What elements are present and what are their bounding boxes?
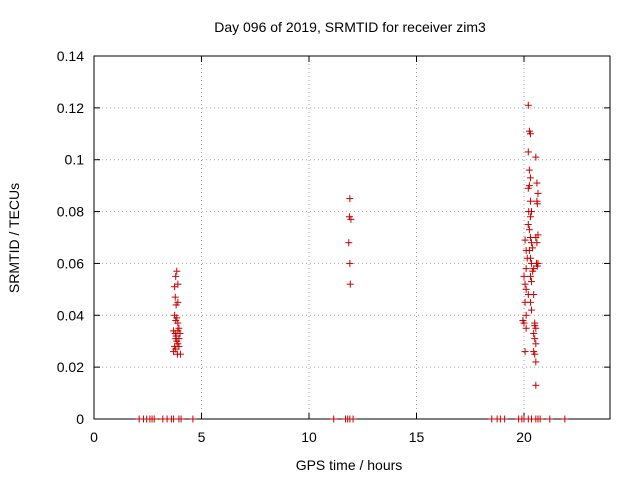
data-point <box>533 179 541 187</box>
data-point <box>345 239 353 247</box>
data-point <box>534 189 542 197</box>
data-point <box>346 280 354 288</box>
data-point <box>531 335 539 343</box>
data-point <box>523 254 531 262</box>
data-point <box>526 272 534 280</box>
data-point <box>175 335 183 343</box>
data-point <box>524 101 532 109</box>
x-tick-label: 5 <box>198 429 206 445</box>
data-point <box>525 182 533 190</box>
data-point <box>170 348 178 356</box>
data-point <box>522 285 530 293</box>
data-point <box>522 311 530 319</box>
data-point <box>524 221 532 229</box>
data-point <box>349 415 357 423</box>
data-point <box>346 195 354 203</box>
data-point <box>532 381 540 389</box>
y-tick-label: 0.08 <box>57 204 84 220</box>
data-point <box>533 200 541 208</box>
data-point <box>171 293 179 301</box>
x-tick-label: 10 <box>301 429 317 445</box>
chart-title: Day 096 of 2019, SRMTID for receiver zim… <box>214 19 486 35</box>
grid-lines <box>94 56 610 419</box>
data-point <box>530 329 538 337</box>
data-point <box>189 415 197 423</box>
data-point <box>546 415 554 423</box>
data-point <box>330 415 338 423</box>
data-point <box>534 259 542 267</box>
x-tick-label: 20 <box>516 429 532 445</box>
data-point <box>521 280 529 288</box>
y-tick-label: 0.06 <box>57 255 84 271</box>
data-point <box>531 322 539 330</box>
data-point <box>536 415 544 423</box>
data-point <box>174 319 182 327</box>
data-point <box>531 350 539 358</box>
data-point <box>174 298 182 306</box>
y-tick-label: 0.12 <box>57 100 84 116</box>
data-point <box>529 244 537 252</box>
y-tick-label: 0.1 <box>65 152 85 168</box>
data-point <box>526 130 534 138</box>
data-point <box>176 329 184 337</box>
data-point <box>522 246 530 254</box>
data-point <box>521 348 529 356</box>
data-point <box>524 148 532 156</box>
data-point <box>346 259 354 267</box>
data-point <box>532 358 540 366</box>
y-axis-label: SRMTID / TECUs <box>6 183 22 293</box>
data-point <box>522 265 530 273</box>
y-tick-label: 0 <box>76 411 84 427</box>
data-point <box>534 231 542 239</box>
data-point <box>172 272 180 280</box>
data-point <box>520 319 528 327</box>
data-point <box>526 174 534 182</box>
y-tick-label: 0.04 <box>57 307 84 323</box>
data-point <box>530 265 538 273</box>
data-point <box>175 342 183 350</box>
data-point <box>532 340 540 348</box>
data-point <box>173 267 181 275</box>
data-point <box>532 153 540 161</box>
data-point <box>171 283 179 291</box>
data-point <box>526 213 534 221</box>
data-point <box>528 306 536 314</box>
data-point <box>526 197 534 205</box>
data-point <box>533 239 541 247</box>
y-tick-label: 0.02 <box>57 359 84 375</box>
data-point <box>347 215 355 223</box>
tick-labels: 0 0.02 0.04 0.06 0.08 0.1 0.12 0.14 0 5 10 15 20 <box>57 48 532 445</box>
data-points <box>135 101 569 423</box>
data-point <box>150 415 158 423</box>
data-point <box>530 291 538 299</box>
x-axis-label: GPS time / hours <box>296 457 403 473</box>
data-point <box>521 298 529 306</box>
data-point <box>177 415 185 423</box>
data-point <box>522 324 530 332</box>
data-point <box>525 166 533 174</box>
x-tick-label: 15 <box>409 429 425 445</box>
data-point <box>525 226 533 234</box>
data-point <box>501 415 509 423</box>
data-point <box>176 350 184 358</box>
data-point <box>528 278 536 286</box>
y-tick-label: 0.14 <box>57 48 84 64</box>
data-point <box>520 272 528 280</box>
data-point <box>173 314 181 322</box>
data-point <box>528 208 536 216</box>
x-tick-label: 0 <box>90 429 98 445</box>
data-point <box>521 236 529 244</box>
data-point <box>561 415 569 423</box>
